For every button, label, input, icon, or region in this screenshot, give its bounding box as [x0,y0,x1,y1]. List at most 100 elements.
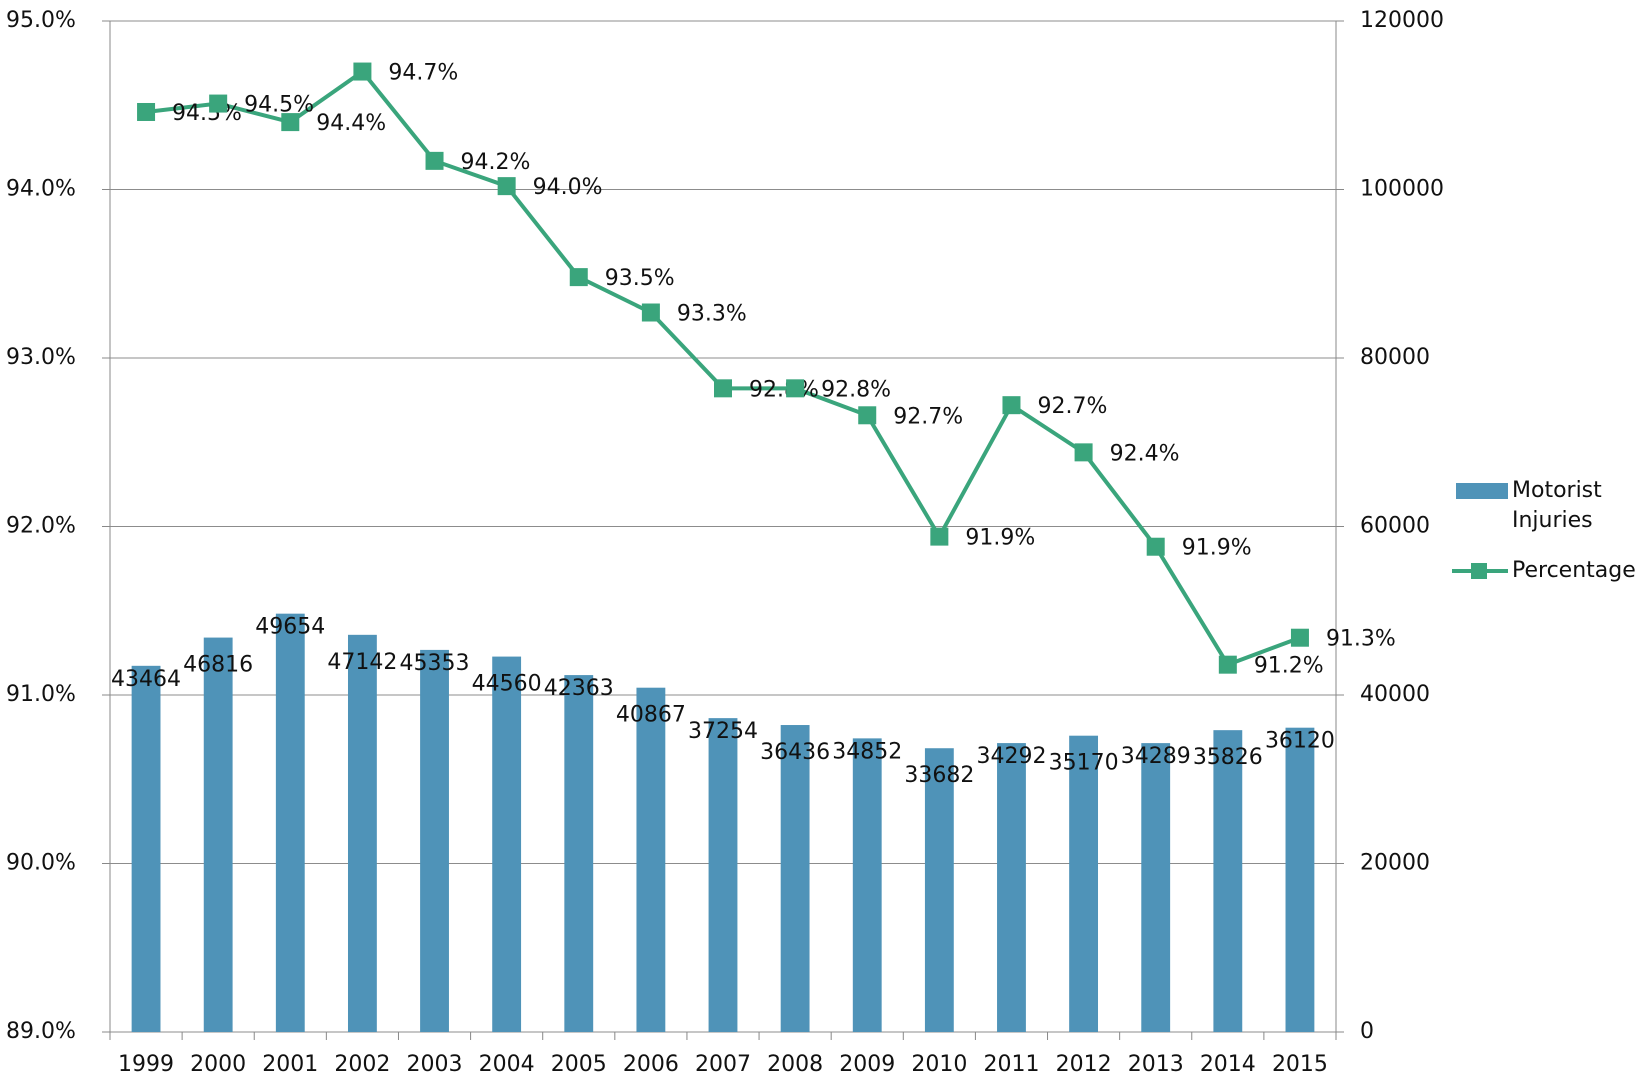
y-tick-label: 89.0% [6,1019,76,1044]
bar [275,613,305,1032]
legend-label: Motorist Injuries [1512,478,1602,533]
y2-tick-label: 40000 [1360,682,1430,707]
bar [1141,743,1171,1032]
y2-tick-label: 20000 [1360,851,1430,876]
x-tick-label: 1999 [118,1052,174,1076]
bar-value-label: 40867 [616,703,686,728]
bar [203,637,233,1032]
line-marker [209,94,228,113]
bar-value-label: 34292 [976,744,1046,769]
line-marker [425,151,444,170]
bar [852,738,882,1032]
x-tick-label: 2010 [911,1052,967,1076]
bar-value-label: 44560 [472,672,542,697]
bar [131,665,161,1032]
x-tick-label: 2005 [551,1052,607,1076]
bar-value-label: 49654 [255,615,325,640]
x-tick-label: 2009 [839,1052,895,1076]
line-value-label: 91.2% [1254,654,1324,679]
y-tick-label: 93.0% [6,345,76,370]
bar-value-label: 36436 [760,740,830,765]
bar-value-label: 35826 [1193,745,1263,770]
bar-value-label: 34289 [1121,744,1191,769]
bar-value-label: 36120 [1265,729,1335,754]
line-marker [1074,443,1093,462]
bar [780,725,810,1032]
y2-tick-label: 60000 [1360,514,1430,539]
line-value-label: 94.5% [172,101,242,126]
x-tick-label: 2015 [1272,1052,1328,1076]
y-tick-label: 92.0% [6,514,76,539]
line-value-label: 92.4% [1110,441,1180,466]
x-tick-label: 2000 [190,1052,246,1076]
y2-tick-label: 100000 [1360,177,1444,202]
line-value-label: 93.5% [605,266,675,291]
x-tick-label: 2001 [262,1052,318,1076]
line-marker [497,177,516,196]
line-marker [1002,396,1021,415]
bar-value-label: 46816 [183,653,253,678]
line-value-label: 94.2% [461,150,531,175]
x-tick-label: 2014 [1200,1052,1256,1076]
line-value-label: 91.3% [1326,627,1396,652]
bar-value-label: 42363 [544,676,614,701]
bar [1069,735,1099,1032]
line-value-label: 92.7% [1037,394,1107,419]
line-value-label: 92.7% [893,404,963,429]
line-value-label: 91.9% [1182,536,1252,561]
bar [636,687,666,1032]
legend: Percentage [1452,556,1636,586]
x-tick-label: 2008 [767,1052,823,1076]
line-value-label: 93.3% [677,302,747,327]
bar [420,649,449,1032]
bar-value-label: 35170 [1049,751,1119,776]
line-marker [1146,537,1165,556]
bar-value-label: 37254 [688,719,758,744]
line [145,68,1301,668]
line-marker [858,406,877,425]
legend: Motorist Injuries [1452,476,1602,536]
bar [564,675,594,1032]
line-marker [930,527,949,546]
line-value-label: 94.7% [388,61,458,86]
y-tick-label: 95.0% [6,8,76,33]
line-marker [137,102,156,121]
x-tick-label: 2006 [623,1052,679,1076]
x-tick-label: 2013 [1128,1052,1184,1076]
bar [492,656,522,1032]
line-marker [641,303,660,322]
y-tick-label: 90.0% [6,851,76,876]
x-tick-label: 2011 [983,1052,1039,1076]
y2-tick-label: 0 [1360,1019,1374,1044]
line-marker [1290,628,1309,647]
line-value-label: 91.9% [965,526,1035,551]
line-marker [281,113,300,132]
line-marker [714,379,732,398]
line-marker [1218,655,1237,674]
bar-value-label: 33682 [904,763,974,788]
y2-tick-label: 120000 [1360,8,1444,33]
bar-value-label: 34852 [832,739,902,764]
bar [347,634,377,1032]
line-marker [786,379,805,398]
y2-tick-label: 80000 [1360,345,1430,370]
legend-swatch [1452,563,1508,579]
bar [1213,730,1243,1032]
line-value-label: 94.5% [244,93,314,118]
x-tick-label: 2004 [479,1052,535,1076]
y-tick-label: 94.0% [6,177,76,202]
bar-value-label: 47142 [327,650,397,675]
legend-swatch [1456,483,1508,499]
bar [708,718,738,1032]
bar-value-label: 43464 [111,667,181,692]
x-tick-label: 2002 [334,1052,390,1076]
line-marker [569,268,588,287]
y-tick-label: 91.0% [6,682,76,707]
legend-label: Percentage [1512,558,1636,583]
line-value-label: 94.4% [316,111,386,136]
line-marker [353,62,372,81]
bar [997,743,1026,1032]
line-value-label: 92.8% [749,377,819,402]
